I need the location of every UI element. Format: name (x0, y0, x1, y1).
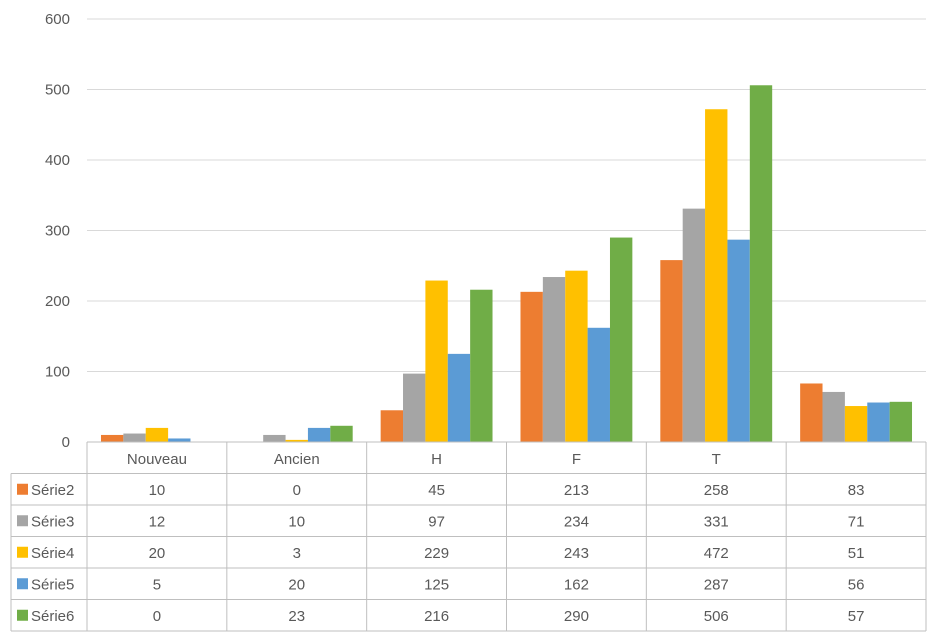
data-label: 56 (848, 576, 865, 593)
bar (542, 277, 566, 442)
bar (844, 406, 868, 442)
bar (867, 402, 890, 442)
bar (307, 427, 331, 442)
data-label: 472 (704, 545, 729, 562)
legend-key (17, 578, 28, 590)
series-name: Série6 (31, 608, 74, 625)
bar (263, 434, 286, 442)
data-label: 243 (564, 545, 589, 562)
bar (145, 427, 169, 442)
bar (660, 260, 683, 442)
bar (470, 289, 493, 442)
series-name: Série4 (31, 545, 74, 562)
legend-key (17, 483, 28, 495)
bar (609, 237, 633, 442)
data-label: 10 (288, 513, 305, 530)
category-label: Ancien (274, 451, 320, 468)
bar (565, 270, 588, 442)
data-label: 213 (564, 482, 589, 499)
data-label: 57 (848, 608, 865, 625)
bar (168, 438, 191, 442)
data-label: 3 (293, 545, 301, 562)
bar (330, 425, 353, 442)
bar (380, 410, 404, 442)
series-name: Série2 (31, 482, 74, 499)
y-tick-label: 100 (45, 364, 70, 381)
data-label: 71 (848, 513, 865, 530)
bar (403, 373, 426, 442)
bar (682, 208, 706, 442)
data-label: 216 (424, 608, 449, 625)
category-label: T (712, 451, 721, 468)
bar (727, 239, 750, 442)
y-tick-label: 400 (45, 152, 70, 169)
data-label: 12 (149, 513, 166, 530)
y-tick-label: 300 (45, 223, 70, 240)
category-label: H (431, 451, 442, 468)
data-label: 125 (424, 576, 449, 593)
data-label: 258 (704, 482, 729, 499)
data-label: 506 (704, 608, 729, 625)
data-label: 10 (149, 482, 166, 499)
data-label: 331 (704, 513, 729, 530)
bar (123, 433, 146, 442)
series-name: Série5 (31, 576, 74, 593)
data-label: 287 (704, 576, 729, 593)
data-label: 290 (564, 608, 589, 625)
data-label: 45 (428, 482, 445, 499)
bar (285, 439, 308, 442)
series-name: Série3 (31, 513, 74, 530)
data-label: 229 (424, 545, 449, 562)
bar (800, 383, 823, 442)
bar (425, 280, 448, 442)
category-label: F (572, 451, 581, 468)
data-label: 20 (149, 545, 166, 562)
legend-key (17, 609, 28, 621)
data-label: 234 (564, 513, 589, 530)
y-tick-label: 500 (45, 82, 70, 99)
data-label: 0 (153, 608, 161, 625)
bar (749, 85, 773, 443)
data-label: 51 (848, 545, 865, 562)
legend-key (17, 515, 28, 527)
bar (889, 401, 913, 442)
bar (447, 353, 471, 442)
data-label: 20 (288, 576, 305, 593)
data-label: 0 (293, 482, 301, 499)
bar (100, 434, 124, 442)
bar (822, 391, 845, 442)
data-label: 162 (564, 576, 589, 593)
data-label: 23 (288, 608, 305, 625)
bar (587, 327, 610, 442)
bar (705, 109, 728, 443)
y-tick-label: 0 (62, 434, 70, 451)
category-label: Nouveau (127, 451, 187, 468)
data-label: 83 (848, 482, 865, 499)
legend-key (17, 546, 28, 558)
bar (520, 291, 543, 442)
y-tick-label: 600 (45, 11, 70, 28)
data-label: 97 (428, 513, 445, 530)
y-tick-label: 200 (45, 293, 70, 310)
data-label: 5 (153, 576, 161, 593)
